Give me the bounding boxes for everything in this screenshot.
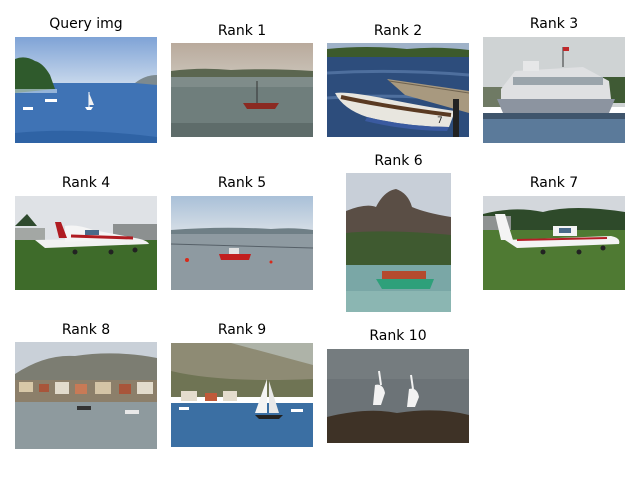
query-title: Query img (49, 16, 123, 32)
rank-9-title: Rank 9 (217, 322, 267, 338)
rank-7-title: Rank 7 (529, 175, 579, 191)
rank-5-title: Rank 5 (217, 175, 267, 191)
rank-8-image (15, 342, 157, 449)
rank-1-title: Rank 1 (217, 23, 267, 39)
rank-3-title: Rank 3 (529, 16, 579, 32)
rank-3-image (483, 37, 625, 143)
rank-10-image (327, 349, 469, 443)
rank-6-cell: Rank 6 (346, 151, 451, 312)
rank-7-cell: Rank 7 (483, 173, 625, 290)
rank-4-cell: Rank 4 (15, 173, 157, 290)
rank-4-image (15, 196, 157, 290)
svg-text:7: 7 (437, 116, 443, 126)
rank-9-image (171, 343, 313, 447)
rank-8-title: Rank 8 (61, 322, 111, 338)
rank-5-cell: Rank 5 (171, 173, 313, 290)
rank-10-cell: Rank 10 (327, 326, 469, 444)
rank-6-title: Rank 6 (374, 153, 423, 169)
rank-6-image (346, 173, 451, 312)
rank-8-cell: Rank 8 (15, 320, 157, 450)
rank-2-cell: Rank 2 7 (327, 21, 469, 138)
query-cell: Query img (15, 14, 157, 144)
rank-1-image (171, 43, 313, 137)
rank-4-title: Rank 4 (61, 175, 111, 191)
rank-2-title: Rank 2 (373, 23, 423, 39)
rank-9-cell: Rank 9 (171, 320, 313, 448)
query-image (15, 37, 157, 143)
rank-5-image (171, 196, 313, 290)
rank-7-image (483, 196, 625, 290)
rank-3-cell: Rank 3 (483, 14, 625, 144)
rank-10-title: Rank 10 (369, 328, 427, 344)
rank-1-cell: Rank 1 (171, 21, 313, 138)
rank-2-image: 7 (327, 43, 469, 137)
